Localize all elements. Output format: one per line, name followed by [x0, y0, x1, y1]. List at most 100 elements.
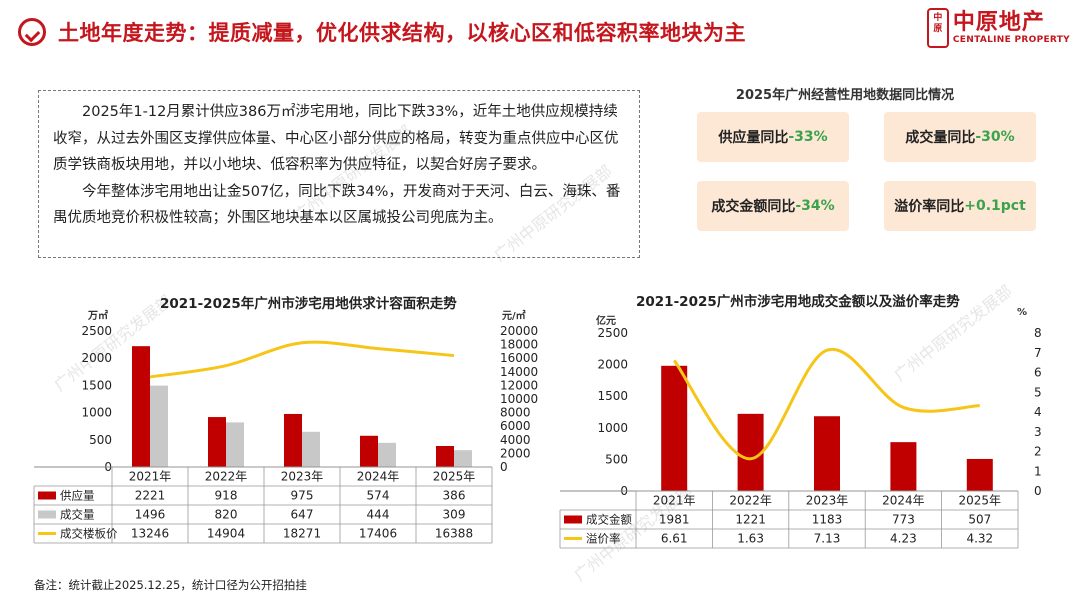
title-bar: 土地年度走势：提质减量，优化供求结构，以核心区和低容积率地块为主 — [18, 12, 746, 52]
y-right-tick-label: 0 — [1034, 484, 1042, 498]
table-cell: 386 — [443, 489, 466, 503]
logo-name-en: CENTALINE PROPERTY — [952, 35, 1070, 45]
table-cell: 574 — [367, 489, 390, 503]
legend-label: 成交楼板价 — [60, 527, 118, 541]
y-left-tick-label: 500 — [605, 452, 628, 466]
x-category-label: 2025年 — [433, 470, 476, 484]
table-cell: 1221 — [735, 513, 766, 527]
y-right-tick-label: 3 — [1034, 425, 1042, 439]
table-cell: 975 — [291, 489, 314, 503]
kpi-value: +0.1pct — [964, 198, 1026, 214]
bar-供应量 — [360, 435, 378, 467]
y-right-tick-label: 7 — [1034, 346, 1042, 360]
table-cell: 444 — [367, 508, 390, 522]
table-cell: 4.32 — [966, 532, 993, 546]
kpi-label: 供应量同比 — [718, 130, 789, 146]
table-cell: 507 — [968, 513, 991, 527]
y-right-tick-label: 12000 — [500, 378, 538, 392]
chart1-title: 2021-2025年广州市涉宅用地供求计容面积走势 — [160, 296, 457, 312]
kpi-title: 2025年广州经营性用地数据同比情况 — [735, 88, 955, 103]
line-成交楼板价 — [149, 340, 455, 379]
bar-成交金额 — [661, 365, 688, 491]
y-left-tick-label: 2500 — [597, 326, 628, 340]
table-cell: 647 — [291, 508, 314, 522]
summary-textbox: 2025年1-12月累计供应386万㎡涉宅用地，同比下跌33%，近年土地供应规模… — [38, 90, 640, 258]
y-right-tick-label: 18000 — [500, 338, 538, 352]
y-right-tick-label: 5 — [1034, 385, 1042, 399]
chart2-right-unit: % — [1017, 307, 1028, 318]
bar-成交量 — [454, 450, 472, 467]
table-cell: 1496 — [135, 508, 166, 522]
y-right-tick-label: 6 — [1034, 366, 1042, 380]
kpi-label: 溢价率同比 — [894, 199, 965, 215]
bar-成交量 — [226, 422, 244, 467]
x-category-label: 2023年 — [281, 470, 324, 484]
chart2-left-unit: 亿元 — [596, 316, 616, 327]
bar-供应量 — [284, 413, 302, 467]
check-circle-icon — [18, 18, 46, 46]
kpi-amount-yoy: 成交金额同比 -34% — [697, 181, 849, 231]
y-right-tick-label: 20000 — [500, 324, 538, 338]
x-category-label: 2023年 — [806, 494, 849, 508]
logo-seal: 中原 — [926, 8, 949, 48]
x-category-label: 2024年 — [357, 470, 400, 484]
table-cell: 918 — [215, 489, 238, 503]
y-left-tick-label: 2000 — [597, 358, 628, 372]
table-cell: 14904 — [207, 527, 245, 541]
kpi-supply-yoy: 供应量同比 -33% — [697, 112, 849, 162]
y-left-tick-label: 500 — [89, 433, 112, 447]
company-logo: 中原 中原地产 CENTALINE PROPERTY — [926, 8, 1070, 48]
y-left-tick-label: 2500 — [81, 324, 112, 338]
table-cell: 6.61 — [661, 532, 688, 546]
table-cell: 16388 — [435, 527, 473, 541]
legend-label: 溢价率 — [586, 532, 621, 546]
bar-成交量 — [378, 442, 396, 467]
y-right-tick-label: 14000 — [500, 365, 538, 379]
kpi-premium-yoy: 溢价率同比 +0.1pct — [884, 181, 1036, 231]
legend-bar-swatch — [38, 491, 56, 500]
y-right-tick-label: 8000 — [500, 406, 531, 420]
y-right-tick-label: 2000 — [500, 446, 531, 460]
x-category-label: 2022年 — [205, 470, 248, 484]
table-cell: 2221 — [135, 489, 166, 503]
y-right-tick-label: 16000 — [500, 351, 538, 365]
table-cell: 17406 — [359, 527, 397, 541]
bar-成交金额 — [737, 413, 764, 491]
legend-bar-swatch — [564, 515, 582, 524]
y-right-tick-label: 4000 — [500, 433, 531, 447]
legend-label: 供应量 — [60, 489, 95, 503]
x-category-label: 2021年 — [653, 494, 696, 508]
table-cell: 18271 — [283, 527, 321, 541]
bar-成交量 — [150, 385, 168, 467]
y-right-tick-label: 0 — [500, 460, 508, 474]
logo-name-cn: 中原地产 — [952, 10, 1045, 35]
y-left-tick-label: 1000 — [81, 406, 112, 420]
legend-label: 成交量 — [60, 508, 95, 522]
summary-paragraph-2: 今年整体涉宅用地出让金507亿，同比下跌34%，开发商对于天河、白云、海珠、番禺… — [53, 183, 621, 227]
kpi-transaction-yoy: 成交量同比 -30% — [884, 112, 1036, 162]
table-cell: 1183 — [812, 513, 843, 527]
bar-供应量 — [208, 417, 226, 467]
kpi-value: -30% — [975, 129, 1015, 145]
footnote: 备注：统计截止2025.12.25，统计口径为公开招拍挂 — [34, 578, 307, 592]
kpi-label: 成交金额同比 — [711, 199, 796, 215]
bar-成交金额 — [966, 458, 993, 491]
bar-成交金额 — [890, 442, 917, 491]
y-left-tick-label: 1500 — [597, 389, 628, 403]
bar-供应量 — [436, 446, 454, 467]
legend-bar-swatch — [38, 510, 56, 519]
table-cell: 13246 — [131, 527, 169, 541]
table-cell: 1981 — [659, 513, 690, 527]
x-category-label: 2025年 — [959, 494, 1002, 508]
bar-供应量 — [132, 346, 150, 467]
bar-成交金额 — [814, 416, 840, 491]
table-cell: 7.13 — [814, 532, 841, 546]
line-溢价率 — [672, 347, 980, 461]
chart1-left-unit: 万㎡ — [88, 311, 108, 322]
table-cell: 4.23 — [890, 532, 917, 546]
chart1-right-unit: 元/㎡ — [502, 311, 526, 322]
summary-paragraph-1: 2025年1-12月累计供应386万㎡涉宅用地，同比下跌33%，近年土地供应规模… — [53, 104, 619, 173]
bar-成交量 — [302, 431, 320, 467]
